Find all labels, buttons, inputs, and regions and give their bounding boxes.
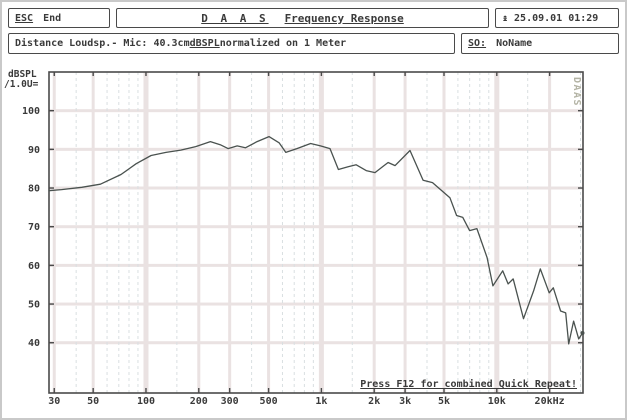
svg-text:80: 80 bbox=[28, 184, 40, 195]
y-tick-labels: 100 90 80 70 60 50 40 bbox=[22, 106, 40, 349]
svg-text:90: 90 bbox=[28, 145, 40, 156]
svg-text:2k: 2k bbox=[368, 396, 380, 407]
svg-text:50: 50 bbox=[87, 396, 99, 407]
esc-action-label: End bbox=[43, 12, 62, 24]
svg-text:70: 70 bbox=[28, 222, 40, 233]
daas-watermark: DAAS bbox=[571, 77, 582, 107]
x-tick-labels: 30 50 100 200 300 500 1k 2k 3k 5k 10k 20kHz bbox=[48, 396, 564, 407]
response-curve bbox=[48, 135, 584, 345]
svg-text:40: 40 bbox=[28, 338, 40, 349]
app-name-label: D A A S bbox=[201, 11, 269, 25]
file-key-label: SO: bbox=[468, 38, 487, 49]
svg-text:30: 30 bbox=[48, 396, 60, 407]
measurement-unit-label: dBSPL bbox=[189, 38, 220, 49]
curve-end-marker bbox=[580, 331, 585, 336]
svg-text:10k: 10k bbox=[488, 396, 506, 407]
measurement-info-bar: Distance Loudsp.- Mic: 40.3cm dBSPL norm… bbox=[8, 33, 455, 54]
svg-text:dBSPL: dBSPL bbox=[8, 69, 37, 80]
clock-icon: ↨ bbox=[502, 12, 509, 24]
svg-text:3k: 3k bbox=[399, 396, 411, 407]
svg-text:50: 50 bbox=[28, 300, 40, 311]
svg-text:60: 60 bbox=[28, 261, 40, 272]
plot-frame bbox=[48, 71, 584, 394]
datetime-label: 25.09.01 01:29 bbox=[514, 12, 599, 24]
grid-minor bbox=[75, 72, 582, 393]
svg-text:500: 500 bbox=[260, 396, 278, 407]
datetime-box: ↨ 25.09.01 01:29 bbox=[495, 8, 619, 28]
app-title-bar: D A A S Frequency Response bbox=[116, 8, 489, 28]
f12-hint: Press F12 for combined Quick Repeat! bbox=[360, 378, 577, 390]
svg-text:100: 100 bbox=[22, 106, 40, 117]
grid-major bbox=[49, 72, 583, 393]
measurement-info-suffix: normalized on 1 Meter bbox=[219, 38, 347, 49]
svg-text:200: 200 bbox=[190, 396, 208, 407]
svg-text:5k: 5k bbox=[438, 396, 450, 407]
file-name-label: NoName bbox=[496, 38, 533, 49]
esc-key-label: ESC bbox=[15, 12, 34, 24]
axis-ticks bbox=[49, 72, 583, 393]
svg-text:/1.0U=: /1.0U= bbox=[4, 79, 39, 90]
page-title: Frequency Response bbox=[284, 11, 404, 25]
measurement-info-text: Distance Loudsp.- Mic: 40.3cm bbox=[15, 38, 190, 49]
file-status-box: SO: NoName bbox=[461, 33, 619, 54]
y-axis-unit-label: dBSPL/1.0U= bbox=[4, 69, 39, 90]
esc-end-button[interactable]: ESC End bbox=[8, 8, 110, 28]
svg-text:300: 300 bbox=[221, 396, 239, 407]
svg-text:100: 100 bbox=[137, 396, 155, 407]
svg-text:1k: 1k bbox=[315, 396, 327, 407]
svg-text:20kHz: 20kHz bbox=[535, 396, 565, 407]
